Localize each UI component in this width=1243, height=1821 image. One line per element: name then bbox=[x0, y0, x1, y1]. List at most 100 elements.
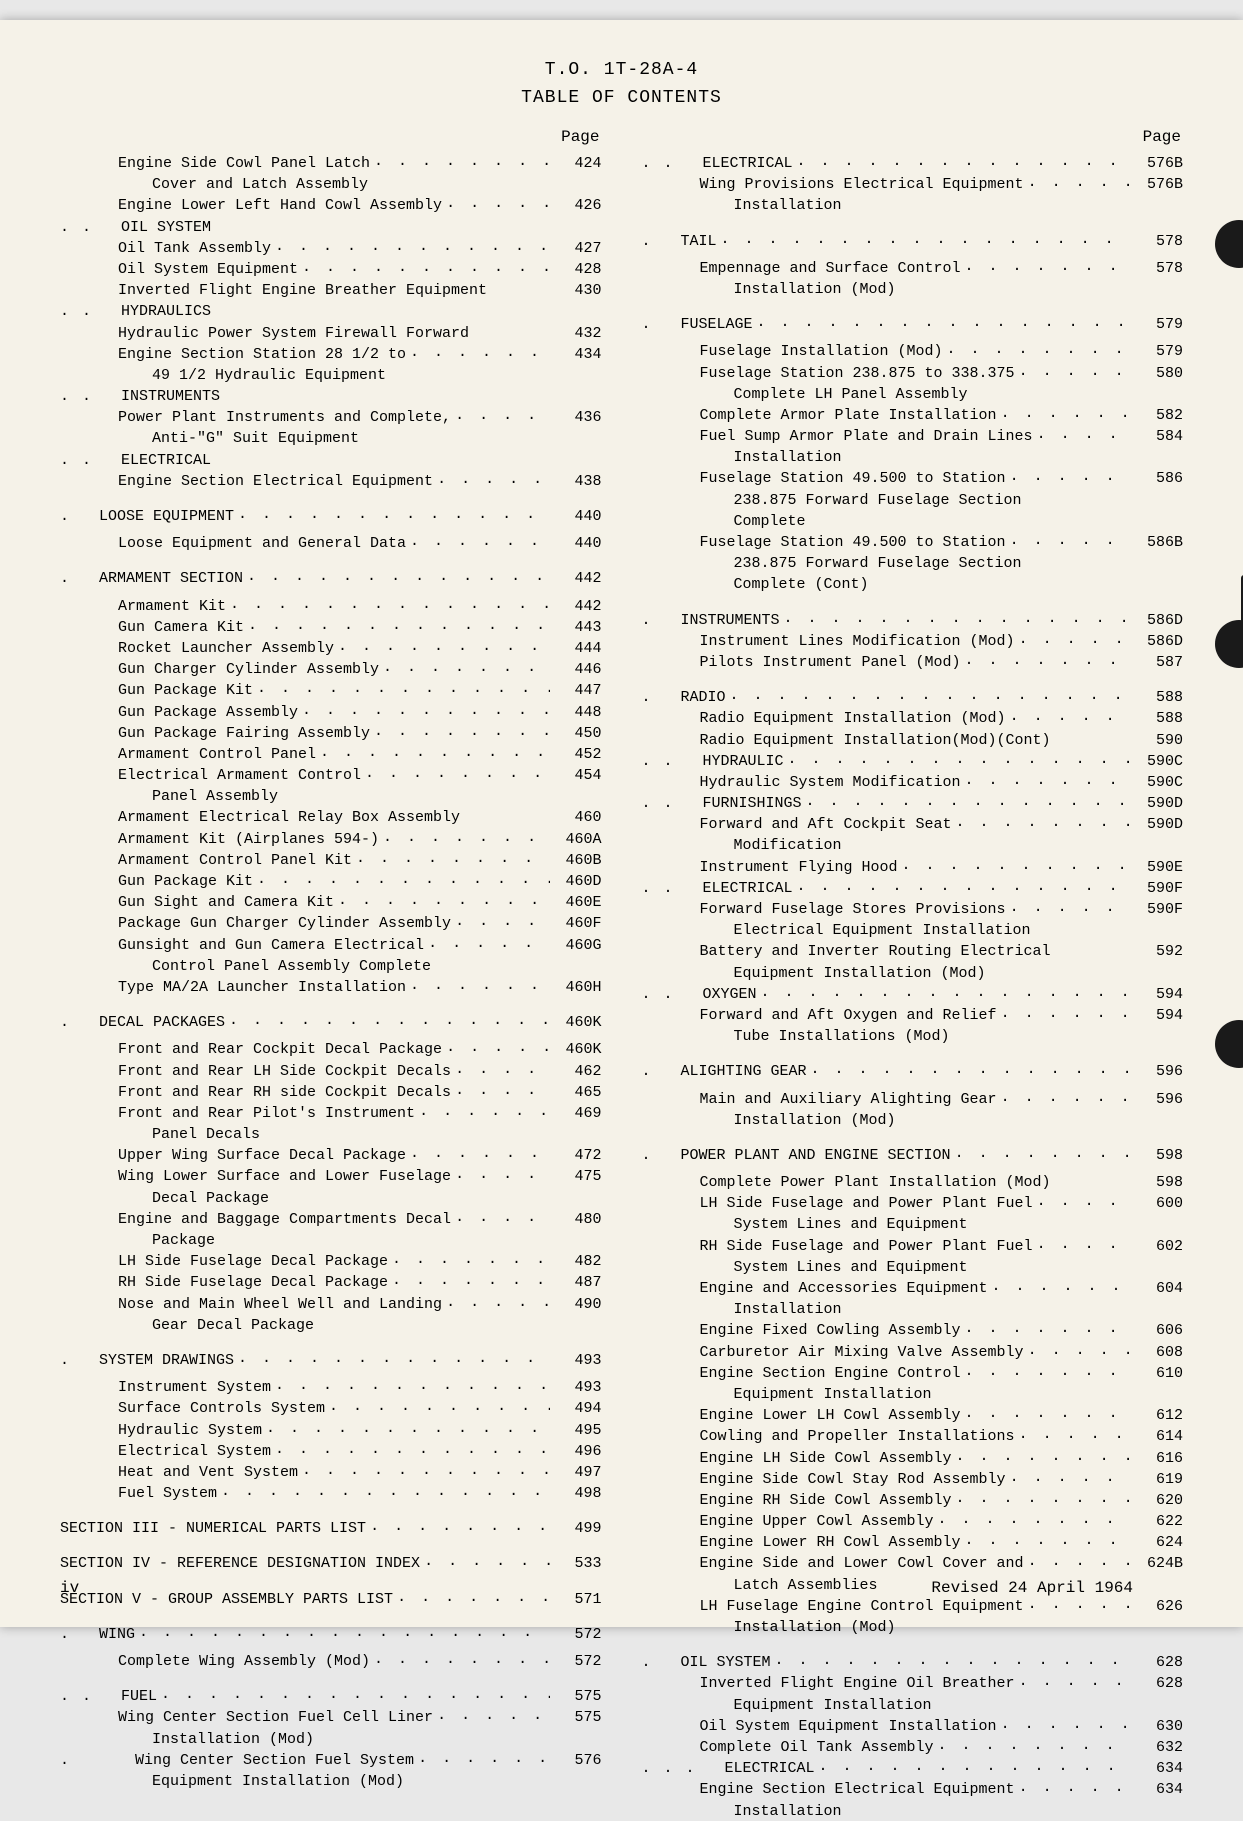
toc-entry: Package Gun Charger Cylinder Assembly460… bbox=[60, 912, 602, 933]
toc-entry-label: Armament Control Panel Kit bbox=[60, 851, 352, 870]
toc-entry-page: 590 bbox=[1135, 731, 1183, 750]
toc-entry: .DECAL PACKAGES460K bbox=[60, 1011, 602, 1032]
toc-entry-page: 428 bbox=[554, 260, 602, 279]
toc-entry-page: 494 bbox=[554, 1399, 602, 1418]
spacer bbox=[642, 672, 1184, 686]
toc-entry: Fuel System498 bbox=[60, 1482, 602, 1503]
toc-entry-label: 238.875 Forward Fuselage Section bbox=[642, 491, 1022, 510]
toc-entry: Hydraulic System Modification590C bbox=[642, 771, 1184, 792]
toc-entry: .LOOSE EQUIPMENT440 bbox=[60, 505, 602, 526]
toc-entry-label: Inverted Flight Engine Breather Equipmen… bbox=[60, 281, 487, 300]
toc-entry: . .ELECTRICAL576B bbox=[642, 152, 1184, 173]
toc-entry-page: 460G bbox=[554, 936, 602, 955]
toc-entry: Engine Side Cowl Stay Rod Assembly619 bbox=[642, 1468, 1184, 1489]
toc-entry-label: Installation bbox=[642, 196, 842, 215]
leader-dots bbox=[224, 385, 549, 400]
spacer bbox=[642, 1637, 1184, 1651]
leader-dots-pre: . . bbox=[60, 1687, 93, 1706]
leader-dots bbox=[275, 237, 549, 252]
leader-dots bbox=[372, 173, 549, 188]
toc-entry: Engine and Accessories Equipment604 bbox=[642, 1277, 1184, 1298]
toc-entry-label: 238.875 Forward Fuselage Section bbox=[642, 554, 1022, 573]
toc-entry: Loose Equipment and General Data440 bbox=[60, 532, 602, 553]
leader-dots bbox=[846, 194, 1131, 209]
toc-entry: Decal Package bbox=[60, 1187, 602, 1208]
toc-entry: Gun Package Kit460D bbox=[60, 870, 602, 891]
toc-entry-label: Installation bbox=[642, 448, 842, 467]
spacer bbox=[642, 216, 1184, 230]
toc-entry-label: Wing Center Section Fuel System bbox=[77, 1751, 414, 1770]
toc-entry: Armament Electrical Relay Box Assembly46… bbox=[60, 806, 602, 827]
toc-entry: Engine Side and Lower Cowl Cover and624B bbox=[642, 1552, 1184, 1573]
toc-entry: Installation bbox=[642, 194, 1184, 215]
leader-dots bbox=[902, 856, 1131, 871]
leader-dots-pre: . bbox=[642, 688, 653, 707]
toc-entry: Engine Fixed Cowling Assembly606 bbox=[642, 1319, 1184, 1340]
toc-entry: Engine Section Engine Control610 bbox=[642, 1362, 1184, 1383]
toc-entry-page: 447 bbox=[554, 681, 602, 700]
toc-entry-label: Engine Lower LH Cowl Assembly bbox=[642, 1406, 961, 1425]
toc-entry-label: Wing Lower Surface and Lower Fuselage bbox=[60, 1167, 451, 1186]
leader-dots bbox=[275, 1440, 549, 1455]
leader-dots-pre: . . . bbox=[642, 1759, 697, 1778]
toc-entry: Panel Assembly bbox=[60, 785, 602, 806]
toc-entry-label: Engine Side and Lower Cowl Cover and bbox=[642, 1554, 1024, 1573]
toc-entry-page: 604 bbox=[1135, 1279, 1183, 1298]
leader-dots bbox=[956, 813, 1131, 828]
toc-entry-page: 602 bbox=[1135, 1237, 1183, 1256]
toc-entry-label: Carburetor Air Mixing Valve Assembly bbox=[642, 1343, 1024, 1362]
leader-dots bbox=[302, 258, 549, 273]
toc-entry: Complete LH Panel Assembly bbox=[642, 383, 1184, 404]
toc-entry-label: Installation bbox=[642, 1300, 842, 1319]
toc-entry: . .FURNISHINGS590D bbox=[642, 792, 1184, 813]
leader-dots bbox=[1010, 1468, 1131, 1483]
toc-entry: Armament Control Panel452 bbox=[60, 743, 602, 764]
leader-dots bbox=[455, 1165, 549, 1180]
toc-entry-page: 594 bbox=[1135, 985, 1183, 1004]
leader-dots bbox=[238, 1349, 549, 1364]
toc-entry-page: 610 bbox=[1135, 1364, 1183, 1383]
toc-entry-page: 590D bbox=[1135, 794, 1183, 813]
leader-dots bbox=[1026, 552, 1131, 567]
toc-entry-label: Fuselage Station 238.875 to 338.375 bbox=[642, 364, 1015, 383]
toc-entry-label: ARMAMENT SECTION bbox=[77, 569, 243, 588]
toc-entry: Complete Oil Tank Assembly632 bbox=[642, 1736, 1184, 1757]
toc-entry: RH Side Fuselage and Power Plant Fuel602 bbox=[642, 1235, 1184, 1256]
leader-dots bbox=[757, 313, 1131, 328]
toc-entry-label: Engine Section Electrical Equipment bbox=[60, 472, 433, 491]
toc-entry-label: Heat and Vent System bbox=[60, 1463, 298, 1482]
toc-entry: Power Plant Instruments and Complete,436 bbox=[60, 406, 602, 427]
toc-entry-page: 436 bbox=[554, 408, 602, 427]
toc-entry: Installation (Mod) bbox=[60, 1728, 602, 1749]
toc-entry: Front and Rear RH side Cockpit Decals465 bbox=[60, 1081, 602, 1102]
toc-entry-page: 590D bbox=[1135, 815, 1183, 834]
leader-dots bbox=[1028, 1595, 1131, 1610]
toc-entry-page: 460F bbox=[554, 914, 602, 933]
toc-entry-page: 460 bbox=[554, 808, 602, 827]
toc-entry: Gun Sight and Camera Kit460E bbox=[60, 891, 602, 912]
leader-dots bbox=[873, 573, 1131, 588]
toc-entry-page: 630 bbox=[1135, 1717, 1183, 1736]
leader-dots bbox=[1019, 362, 1131, 377]
toc-entry: . .ELECTRICAL bbox=[60, 449, 602, 470]
toc-entry-label: Type MA/2A Launcher Installation bbox=[60, 978, 406, 997]
toc-entry-label: Hydraulic System Modification bbox=[642, 773, 961, 792]
toc-entry: .INSTRUMENTS586D bbox=[642, 609, 1184, 630]
toc-entry-label: INSTRUMENTS bbox=[99, 387, 220, 406]
toc-entry: Engine LH Side Cowl Assembly616 bbox=[642, 1447, 1184, 1468]
leader-dots bbox=[455, 1081, 549, 1096]
leader-dots bbox=[956, 1447, 1131, 1462]
toc-entry: .SYSTEM DRAWINGS493 bbox=[60, 1349, 602, 1370]
toc-entry: .ALIGHTING GEAR596 bbox=[642, 1060, 1184, 1081]
toc-entry-page: 440 bbox=[554, 534, 602, 553]
leader-dots bbox=[990, 962, 1131, 977]
leader-dots bbox=[956, 1489, 1131, 1504]
leader-dots-pre: . . bbox=[642, 985, 675, 1004]
toc-entry: Complete (Cont) bbox=[642, 573, 1184, 594]
toc-entry-label: Anti-"G" Suit Equipment bbox=[60, 429, 359, 448]
toc-entry: Oil Tank Assembly427 bbox=[60, 237, 602, 258]
toc-entry: Front and Rear LH Side Cockpit Decals462 bbox=[60, 1060, 602, 1081]
leader-dots bbox=[248, 616, 549, 631]
toc-entry-label: Fuselage Installation (Mod) bbox=[642, 342, 943, 361]
toc-entry: Oil System Equipment428 bbox=[60, 258, 602, 279]
